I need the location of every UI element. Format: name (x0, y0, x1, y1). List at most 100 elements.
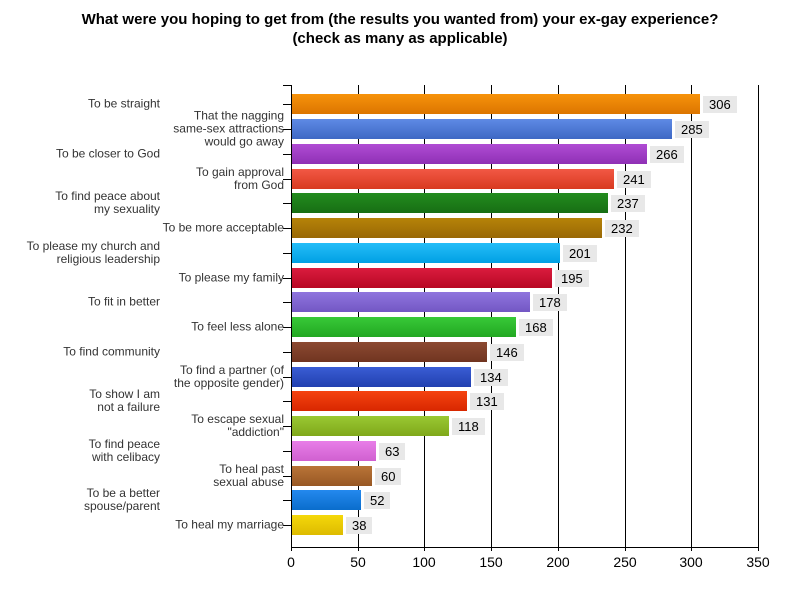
bar (292, 367, 471, 387)
bar-row: 201 (292, 243, 597, 263)
x-tick-label: 350 (746, 554, 770, 570)
x-tick-label: 0 (287, 554, 295, 570)
bar-row: 232 (292, 218, 639, 238)
bar (292, 243, 560, 263)
category-label: To find community (63, 344, 160, 359)
category-label: To show I am not a failure (89, 387, 160, 414)
x-tick-label: 300 (679, 554, 703, 570)
bar (292, 466, 372, 486)
category-label: To be a better spouse/parent (83, 486, 160, 513)
bar (292, 144, 647, 164)
gridline (758, 85, 759, 551)
category-label: To heal past sexual abuse (213, 462, 284, 489)
bar-row: 195 (292, 268, 589, 288)
bar (292, 515, 343, 535)
bar-row: 285 (292, 119, 709, 139)
bar (292, 490, 361, 510)
category-tick (283, 104, 291, 105)
bar (292, 317, 516, 337)
x-tick-label: 150 (479, 554, 503, 570)
value-label: 38 (346, 516, 373, 534)
category-tick (283, 228, 291, 229)
category-tick (283, 525, 291, 526)
bar (292, 169, 614, 189)
category-label: To please my church and religious leader… (26, 239, 160, 266)
value-label: 201 (563, 244, 597, 262)
bar-row: 52 (292, 490, 391, 510)
value-label: 306 (703, 95, 737, 113)
category-label: That the nagging same-sex attractions wo… (173, 108, 284, 149)
category-label: To feel less alone (191, 319, 284, 334)
bar-row: 241 (292, 169, 651, 189)
bar (292, 218, 602, 238)
bar-row: 266 (292, 144, 684, 164)
value-label: 178 (533, 293, 567, 311)
bar (292, 94, 700, 114)
x-tick-label: 200 (546, 554, 570, 570)
category-label: To fit in better (87, 294, 160, 309)
bar-row: 146 (292, 342, 524, 362)
x-axis (291, 547, 759, 548)
category-tick (283, 500, 291, 501)
bar-row: 38 (292, 515, 373, 535)
category-tick (283, 451, 291, 452)
category-tick (283, 253, 291, 254)
x-tick-label: 50 (350, 554, 366, 570)
category-label: To escape sexual "addiction" (191, 412, 284, 439)
value-label: 131 (470, 392, 504, 410)
y-axis (291, 85, 292, 551)
value-label: 241 (617, 170, 651, 188)
category-tick (283, 377, 291, 378)
gridline (691, 85, 692, 551)
x-tick-label: 100 (412, 554, 436, 570)
gridline (558, 85, 559, 551)
category-tick (283, 179, 291, 180)
bar (292, 441, 376, 461)
bar (292, 342, 487, 362)
x-tick-label: 250 (613, 554, 637, 570)
category-tick (283, 129, 291, 130)
bar-row: 63 (292, 441, 406, 461)
value-label: 118 (452, 417, 485, 435)
category-tick (283, 203, 291, 204)
category-label: To heal my marriage (175, 517, 284, 532)
category-tick (283, 278, 291, 279)
chart-title: What were you hoping to get from (the re… (0, 10, 800, 48)
value-label: 237 (611, 194, 645, 212)
chart-title-line1: What were you hoping to get from (the re… (81, 11, 719, 28)
category-tick (283, 302, 291, 303)
bar-row: 168 (292, 317, 553, 337)
bar-row: 131 (292, 391, 504, 411)
category-tick (283, 154, 291, 155)
category-label: To be closer to God (55, 146, 160, 161)
chart-title-line2: (check as many as applicable) (292, 30, 508, 47)
category-label: To gain approval from God (195, 165, 284, 192)
bar-row: 306 (292, 94, 737, 114)
category-tick (283, 426, 291, 427)
category-tick (283, 327, 291, 328)
category-label: To find peace with celibacy (88, 437, 160, 464)
value-label: 266 (650, 145, 684, 163)
bar-row: 134 (292, 367, 508, 387)
value-label: 60 (375, 467, 402, 485)
value-label: 232 (605, 219, 639, 237)
bar (292, 268, 552, 288)
category-label: To be straight (87, 96, 160, 111)
bar-row: 60 (292, 466, 402, 486)
value-label: 134 (474, 368, 508, 386)
gridline (625, 85, 626, 551)
value-label: 285 (675, 120, 709, 138)
bar (292, 391, 467, 411)
value-label: 195 (555, 269, 589, 287)
bar (292, 193, 608, 213)
bar (292, 416, 449, 436)
category-label: To please my family (178, 270, 284, 285)
category-tick (283, 401, 291, 402)
axis-top-tick (283, 85, 291, 86)
value-label: 63 (379, 442, 406, 460)
value-label: 52 (364, 491, 391, 509)
bar-row: 178 (292, 292, 567, 312)
bar-row: 118 (292, 416, 485, 436)
category-tick (283, 352, 291, 353)
